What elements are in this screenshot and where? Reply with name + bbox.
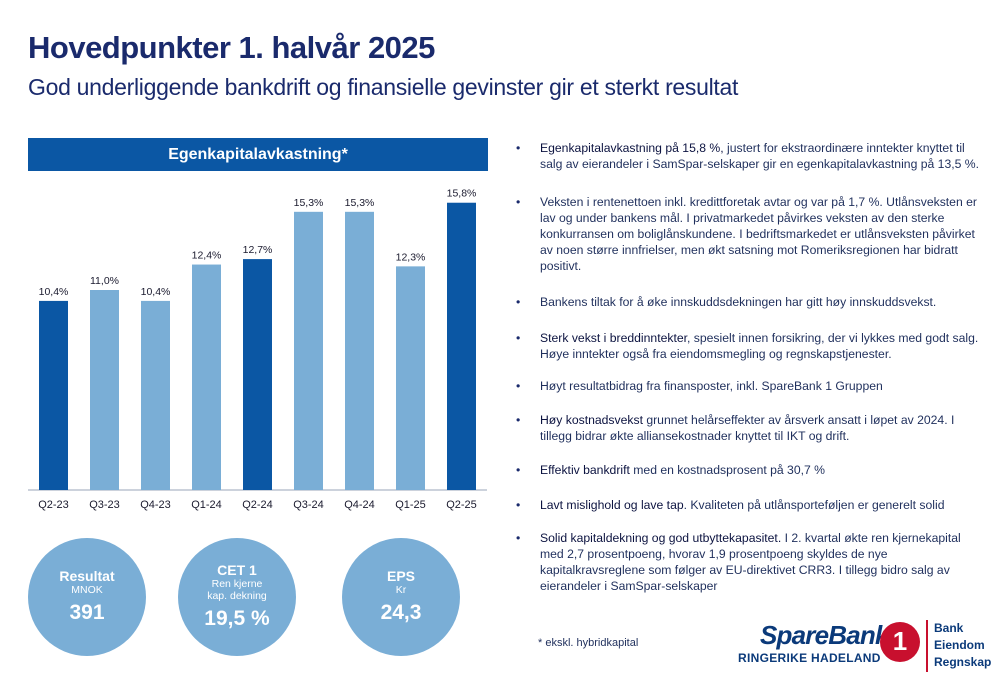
bar-value-label: 12,4% <box>192 250 222 262</box>
bullet-dot: • <box>516 295 521 309</box>
x-tick-label: Q1-25 <box>395 499 426 511</box>
kpi-resultat: Resultat MNOK 391 <box>28 538 146 656</box>
logo-mark-icon: 1 <box>880 622 920 662</box>
roe-bar-chart: 10,4% Q2-23 11,0% Q3-23 10,4% Q4-23 12,4% Q1-24… <box>28 188 487 511</box>
kpi-cet1: CET 1 Ren kjerne kap. dekning 19,5 % <box>178 538 296 656</box>
kpi-title: Resultat <box>59 568 115 584</box>
bullet-item: • Høyt resultatbidrag fra finansposter, i… <box>512 378 982 394</box>
x-tick-label: Q3-23 <box>89 499 120 511</box>
bullet-item: • Bankens tiltak for å øke innskuddsdekni… <box>512 294 982 310</box>
bullet-strong: Solid kapitaldekning og god utbyttekapas… <box>540 531 782 545</box>
kpi-eps: EPS Kr 24,3 <box>342 538 460 656</box>
bullet-dot: • <box>516 379 521 393</box>
bullet-dot: • <box>516 331 521 345</box>
bullet-text: Bankens tiltak for å øke innskuddsdeknin… <box>540 295 937 309</box>
bar-Q4-23 <box>141 300 170 490</box>
bullet-strong: Sterk vekst i breddinntekter <box>540 331 687 345</box>
bullet-item: • Solid kapitaldekning og god utbyttekapa… <box>512 530 982 594</box>
kpi-subtitle-2: kap. dekning <box>207 590 267 602</box>
x-tick-label: Q2-24 <box>242 499 273 511</box>
bullet-dot: • <box>516 195 521 209</box>
bar-value-label: 15,3% <box>294 197 324 209</box>
bullet-text: Veksten i rentenettoen inkl. kredittfore… <box>540 195 977 273</box>
bullet-item: • Egenkapitalavkastning på 15,8 %, juster… <box>512 140 982 172</box>
bar-Q3-24 <box>294 211 323 490</box>
bullet-dot: • <box>516 463 521 477</box>
kpi-subtitle: Ren kjerne <box>211 578 263 590</box>
bar-value-label: 10,4% <box>141 286 171 298</box>
kpi-value: 391 <box>69 601 105 624</box>
bullet-item: • Sterk vekst i breddinntekter, spesielt … <box>512 330 982 362</box>
bar-Q2-23 <box>39 300 68 490</box>
kpi-title: CET 1 <box>217 562 257 578</box>
x-tick-label: Q2-23 <box>38 499 69 511</box>
x-tick-label: Q1-24 <box>191 499 222 511</box>
logo-subtitle: RINGERIKE HADELAND <box>738 651 881 665</box>
bar-Q4-24 <box>345 211 374 490</box>
bar-Q3-23 <box>90 290 119 490</box>
bullet-item: • Lavt mislighold og lave tap. Kvaliteten… <box>512 497 982 513</box>
bullet-dot: • <box>516 413 521 427</box>
bullet-dot: • <box>516 531 521 545</box>
logo-service-list: Bank Eiendom Regnskap <box>934 620 991 671</box>
bar-value-label: 10,4% <box>39 286 69 298</box>
bullet-dot: • <box>516 498 521 512</box>
bar-Q1-24 <box>192 264 221 490</box>
page-subtitle: God underliggende bankdrift og finansiel… <box>28 74 739 100</box>
logo-divider <box>926 620 928 672</box>
bar-value-label: 11,0% <box>90 275 119 287</box>
bar-Q2-24 <box>243 259 272 490</box>
sparebank-logo: SpareBank 1 RINGERIKE HADELAND Bank Eien… <box>738 620 991 676</box>
bullet-item: • Effektiv bankdrift med en kostnadsprose… <box>512 462 982 478</box>
kpi-value: 19,5 % <box>204 607 270 630</box>
logo-service-item: Eiendom <box>934 638 985 652</box>
page-title: Hovedpunkter 1. halvår 2025 <box>28 30 435 65</box>
logo-mark-text: 1 <box>892 626 908 656</box>
logo-name: SpareBank <box>760 620 889 650</box>
bar-value-label: 12,3% <box>396 251 426 263</box>
bullet-text: , spesielt innen forsikring, der vi lykk… <box>540 331 979 361</box>
bullet-text: justert for ekstraordinære inntekter kny… <box>540 141 980 171</box>
bullet-dot: • <box>516 141 521 155</box>
bullet-text: I 2. kvartal økte ren kjernekapital med … <box>540 531 961 593</box>
bar-Q1-25 <box>396 266 425 490</box>
kpi-value: 24,3 <box>380 601 422 624</box>
x-tick-label: Q4-23 <box>140 499 171 511</box>
bar-Q2-25 <box>447 202 476 490</box>
bullet-item: • Veksten i rentenettoen inkl. kredittfor… <box>512 194 982 274</box>
kpi-title: EPS <box>386 568 415 584</box>
logo-service-item: Bank <box>934 621 964 635</box>
bullet-item: • Høy kostnadsvekst grunnet helårseffekte… <box>512 412 982 444</box>
bullet-strong: Lavt mislighold og lave tap <box>540 498 684 512</box>
x-tick-label: Q2-25 <box>446 499 477 511</box>
bullet-text: med en kostnadsprosent på 30,7 % <box>629 463 825 477</box>
x-tick-label: Q4-24 <box>344 499 375 511</box>
bullet-strong: Høy kostnadsvekst <box>540 413 643 427</box>
bar-value-label: 15,8% <box>447 188 477 200</box>
bullet-text: . Kvaliteten på utlånsporteføljen er gen… <box>683 498 945 512</box>
kpi-subtitle: Kr <box>395 584 407 596</box>
kpi-subtitle: MNOK <box>71 584 103 596</box>
bullet-strong: Egenkapitalavkastning på 15,8 %, <box>540 141 724 155</box>
bar-value-label: 12,7% <box>243 244 273 256</box>
bullet-text: Høyt resultatbidrag fra finansposter, in… <box>540 379 883 393</box>
bar-value-label: 15,3% <box>345 197 375 209</box>
logo-service-item: Regnskap <box>934 655 992 669</box>
x-tick-label: Q3-24 <box>293 499 324 511</box>
bullet-text: grunnet helårseffekter av årsverk ansatt… <box>540 413 955 443</box>
footnote: * ekskl. hybridkapital <box>538 637 639 649</box>
chart-header: Egenkapitalavkastning* <box>28 138 488 171</box>
bullet-strong: Effektiv bankdrift <box>540 463 630 477</box>
